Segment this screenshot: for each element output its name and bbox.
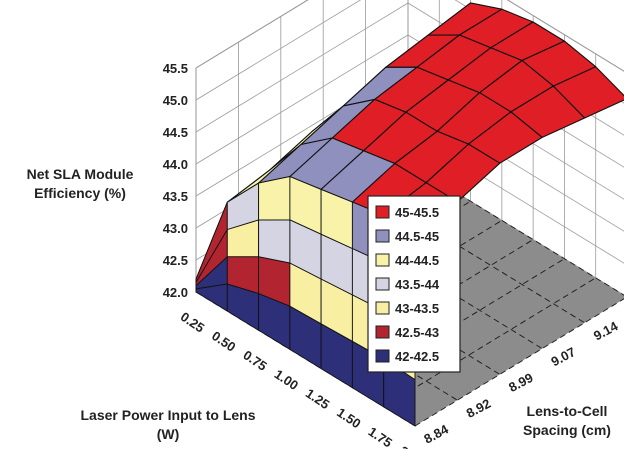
floor-grid-line	[383, 277, 596, 408]
x-tick-label: 1.00	[272, 366, 301, 393]
legend-swatch	[375, 277, 390, 291]
x-tick-label: 0.50	[209, 328, 238, 355]
y-tick-label: 9.14	[591, 318, 621, 343]
floor-grid-line	[414, 298, 624, 427]
z-axis-title: Efficiency (%)	[34, 185, 126, 201]
grid-line	[195, 0, 362, 101]
legend-swatch	[375, 301, 390, 315]
legend-label: 42.5-43	[395, 325, 439, 340]
grid-line	[195, 2, 409, 133]
legend-swatch	[375, 253, 390, 267]
z-tick-label: 45.0	[163, 93, 188, 108]
z-axis-title: Net SLA Module	[27, 166, 134, 182]
grid-line	[506, 0, 624, 72]
legend-label: 42-42.5	[395, 349, 439, 364]
z-tick-label: 42.0	[163, 285, 188, 300]
surface-side-patch	[258, 176, 291, 221]
grid-line	[195, 0, 309, 69]
legend-label: 44.5-45	[395, 229, 439, 244]
z-tick-label: 42.5	[163, 253, 188, 268]
z-tick-label: 43.0	[163, 221, 188, 236]
z-tick-label: 45.5	[163, 61, 188, 76]
grid-line	[195, 34, 409, 165]
legend-label: 43-43.5	[395, 301, 439, 316]
z-tick-label: 43.5	[163, 189, 188, 204]
z-tick-label: 44.0	[163, 157, 188, 172]
y-tick-label: 9.07	[549, 344, 578, 369]
x-tick-label: 0.75	[240, 347, 269, 374]
x-axis-title: Laser Power Input to Lens	[80, 407, 255, 423]
x-tick-label: 1.25	[303, 386, 332, 413]
x-tick-label: 0.25	[178, 309, 207, 336]
y-tick-label: 8.84	[421, 421, 451, 446]
x-tick-label: 1.50	[334, 405, 363, 432]
x-tick-label: 2.00	[397, 443, 426, 449]
y-tick-label: 8.92	[464, 396, 493, 421]
legend-label: 44-44.5	[395, 253, 439, 268]
x-axis-title: (W)	[157, 426, 180, 442]
legend-label: 45-45.5	[395, 205, 439, 220]
legend: 45-45.5 44.5-45 44-44.5 43.5-44 43-43.5 42.5-…	[367, 195, 461, 373]
legend-swatch	[375, 205, 390, 219]
legend-label: 43.5-44	[395, 277, 440, 292]
z-tick-label: 44.5	[163, 125, 188, 140]
axis-titles: Net SLA Module Efficiency (%) Laser Power …	[27, 166, 611, 442]
legend-swatch	[375, 325, 390, 339]
y-axis-title: Spacing (cm)	[523, 422, 611, 438]
y-tick-label: 8.99	[506, 370, 535, 395]
legend-swatch	[375, 229, 390, 243]
legend-swatch	[375, 349, 390, 363]
x-tick-label: 1.75	[366, 424, 395, 449]
surface-side-patch	[258, 219, 291, 264]
y-axis-title: Lens-to-Cell	[527, 403, 608, 419]
